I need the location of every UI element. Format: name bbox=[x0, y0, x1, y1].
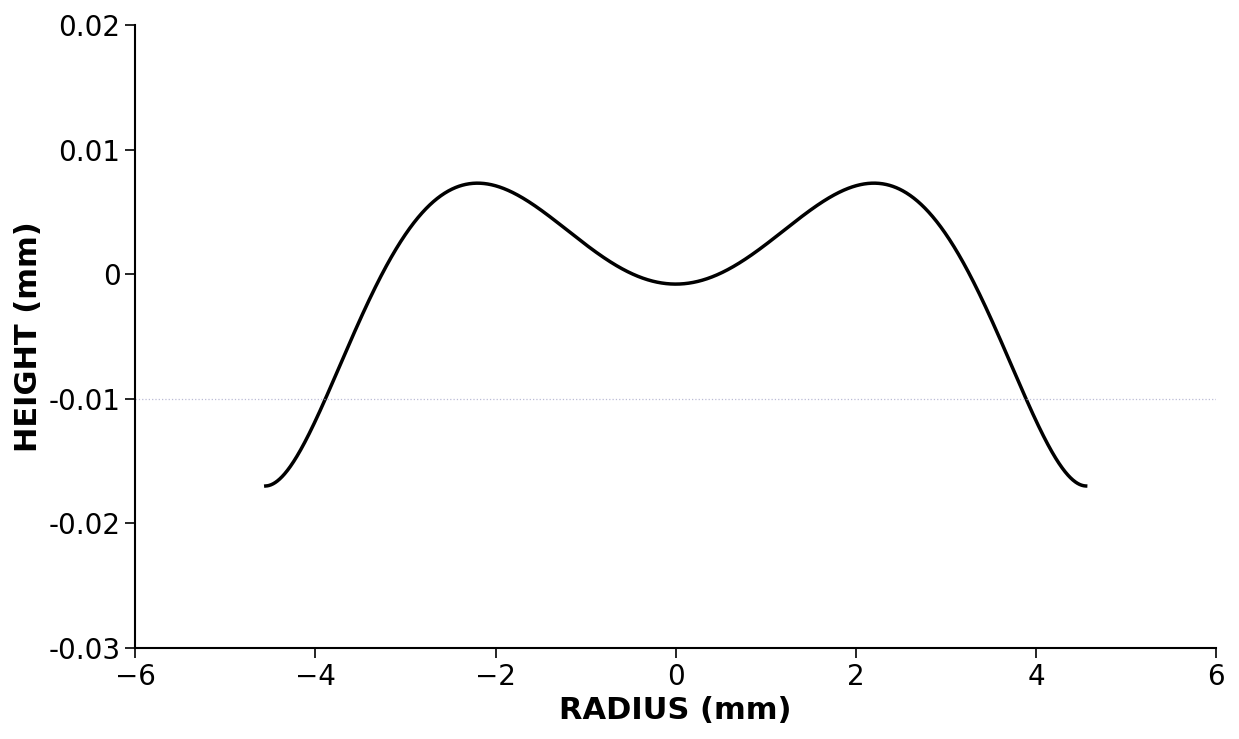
Y-axis label: HEIGHT (mm): HEIGHT (mm) bbox=[14, 221, 43, 452]
X-axis label: RADIUS (mm): RADIUS (mm) bbox=[560, 696, 792, 725]
